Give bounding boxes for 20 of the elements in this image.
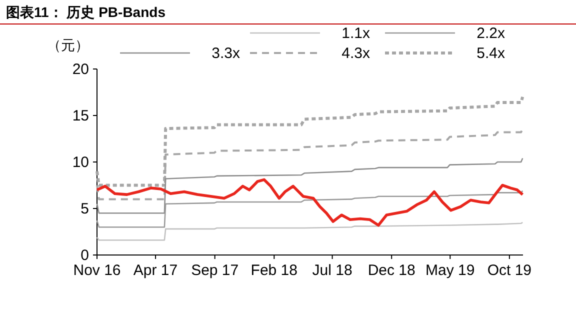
x-tick-label: May 19	[426, 262, 475, 279]
y-tick-label: 10	[72, 154, 89, 171]
x-tick-label: Apr 17	[133, 262, 178, 279]
y-tick-label: 5	[80, 200, 89, 218]
y-tick-label: 20	[72, 61, 89, 78]
legend-label: 3.3x	[212, 45, 240, 62]
x-tick-label: Jul 18	[312, 262, 352, 279]
legend-label: 1.1x	[342, 25, 370, 42]
y-tick-label: 15	[72, 108, 89, 124]
x-tick-label: Nov 16	[73, 262, 121, 279]
legend-label: 4.3x	[342, 45, 370, 62]
x-tick-label: Feb 18	[250, 262, 298, 279]
y-axis-title: （元）	[47, 37, 89, 53]
x-tick-label: Sep 17	[191, 262, 239, 279]
chart-title: 图表11： 历史 PB-Bands	[6, 4, 166, 20]
legend-label: 5.4x	[476, 45, 506, 62]
x-tick-label: Oct 19	[487, 262, 532, 279]
y-tick-label: 0	[80, 247, 89, 264]
x-tick-label: Dec 18	[368, 262, 416, 279]
legend-label: 2.2x	[476, 25, 506, 42]
